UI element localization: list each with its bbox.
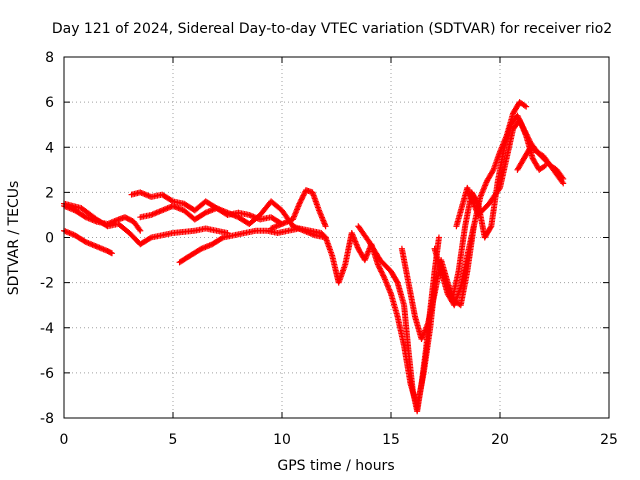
data-point: [380, 272, 387, 279]
x-tick-label: 5: [169, 432, 178, 448]
y-tick-label: -6: [40, 366, 54, 382]
data-point: [296, 200, 303, 207]
y-tick-label: 2: [45, 185, 54, 201]
plot-frame: [63, 56, 610, 419]
data-point: [393, 278, 400, 285]
data-point: [541, 163, 548, 170]
data-point: [108, 250, 115, 257]
data-points: [61, 99, 567, 415]
y-tick-label: 6: [45, 95, 54, 111]
data-point: [301, 191, 308, 198]
data-point: [376, 264, 383, 271]
data-point: [300, 192, 307, 199]
x-tick-label: 20: [491, 432, 509, 448]
data-point: [146, 235, 153, 242]
x-tick-label: 0: [60, 432, 69, 448]
data-point: [322, 223, 329, 230]
x-tick-labels: 0 5 10 15 20 25: [60, 432, 618, 448]
data-point: [297, 199, 304, 206]
grid-lines: [64, 57, 609, 418]
data-point: [489, 168, 496, 175]
y-axis-label: SDTVAR / TECUs: [6, 181, 22, 296]
data-point: [496, 186, 503, 193]
x-tick-label: 15: [382, 432, 400, 448]
data-point: [378, 269, 385, 276]
series-track-3: [61, 200, 231, 248]
data-point: [435, 234, 442, 241]
data-point: [137, 227, 144, 234]
data-point: [514, 112, 521, 119]
data-point: [375, 262, 382, 269]
series-track-7: [268, 187, 329, 232]
data-point: [521, 102, 528, 109]
data-point: [560, 175, 567, 182]
data-point: [168, 197, 175, 204]
series-track-2: [61, 227, 115, 257]
series-track-9: [355, 223, 442, 415]
y-tick-label: -8: [40, 411, 54, 427]
y-tick-label: -2: [40, 276, 54, 292]
series-track-13: [453, 117, 549, 230]
x-tick-label: 10: [273, 432, 291, 448]
chart-title: Day 121 of 2024, Sidereal Day-to-day VTE…: [52, 21, 612, 37]
data-point: [377, 266, 384, 273]
data-point: [379, 271, 386, 278]
x-axis-label: GPS time / hours: [277, 458, 394, 474]
data-point: [374, 261, 381, 268]
y-tick-labels: -8 -6 -4 -2 0 2 4 6 8: [40, 50, 54, 427]
data-point: [136, 226, 143, 233]
data-point: [376, 265, 383, 272]
data-point: [298, 196, 305, 203]
data-point: [559, 174, 566, 181]
data-point: [523, 103, 530, 110]
y-tick-label: -4: [40, 321, 54, 337]
series-track-14: [514, 144, 567, 182]
data-point: [299, 193, 306, 200]
series-track-4: [128, 189, 285, 227]
y-tick-label: 4: [45, 140, 54, 156]
data-point: [299, 195, 306, 202]
data-point: [487, 224, 494, 231]
x-tick-label: 25: [600, 432, 618, 448]
y-tick-label: 0: [45, 231, 54, 247]
data-point: [380, 273, 387, 280]
data-point: [218, 235, 225, 242]
data-point: [378, 268, 385, 275]
data-point: [297, 197, 304, 204]
series-track-1: [61, 202, 144, 234]
y-tick-label: 8: [45, 50, 54, 66]
